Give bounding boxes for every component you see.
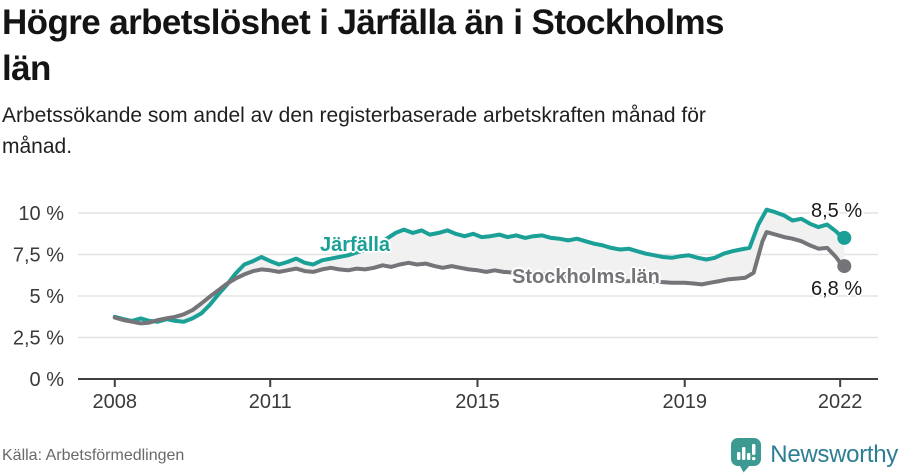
- series-end-dot: [837, 230, 852, 245]
- end-value-label-jarfalla: 8,5 %: [811, 200, 863, 222]
- newsworthy-chart-bubble-icon: [729, 437, 763, 473]
- series-label-jarfalla: Järfälla: [320, 234, 391, 256]
- newsworthy-logo: Newsworthy: [729, 437, 898, 473]
- y-tick-label: 7,5 %: [13, 245, 64, 267]
- page-title: Högre arbetslöshet i Järfälla än i Stock…: [2, 0, 882, 92]
- source-credit: Källa: Arbetsförmedlingen: [2, 447, 185, 464]
- newsworthy-wordmark: Newsworthy: [770, 441, 898, 468]
- title-line-1: Högre arbetslöshet i Järfälla än i Stock…: [2, 3, 724, 42]
- chart-subtitle: Arbetssökande som andel av den registerb…: [2, 100, 862, 162]
- series-label-stockholms-lan: Stockholms län: [512, 266, 660, 288]
- x-tick-label: 2019: [662, 391, 707, 413]
- series-end-dot: [837, 259, 852, 274]
- end-value-label-stockholms-lan: 6,8 %: [811, 278, 863, 300]
- x-tick-label: 2008: [93, 391, 138, 413]
- y-tick-label: 2,5 %: [13, 328, 64, 350]
- y-tick-label: 0 %: [30, 369, 65, 391]
- title-line-2: län: [2, 49, 51, 89]
- x-tick-label: 2022: [818, 391, 863, 413]
- subtitle-line-1: Arbetssökande som andel av den registerb…: [2, 104, 706, 127]
- series-line: [112, 207, 847, 324]
- chart-svg: 0 % 2,5 % 5 % 7,5 % 10 % 2008 2011 2015 2019 2022: [13, 203, 878, 413]
- between-series-band: [114, 209, 845, 324]
- x-tick-label: 2015: [455, 391, 500, 413]
- subtitle-line-2: månad.: [2, 135, 73, 159]
- y-tick-label: 5 %: [30, 286, 65, 308]
- x-tick-label: 2011: [249, 391, 292, 413]
- series-line: [112, 230, 847, 326]
- y-tick-label: 10 %: [18, 203, 64, 225]
